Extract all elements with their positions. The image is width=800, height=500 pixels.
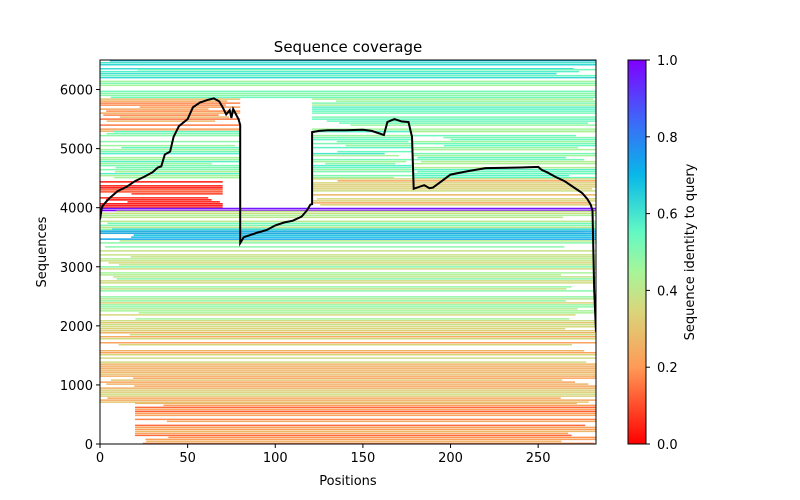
y-tick-label: 2000 xyxy=(60,320,93,335)
x-tick-label: 0 xyxy=(96,451,104,466)
colorbar xyxy=(627,59,647,445)
colorbar-tick-label: 1.0 xyxy=(657,54,678,69)
colorbar-label: Sequence identity to query xyxy=(683,163,698,340)
y-axis-label: Sequences xyxy=(35,216,50,287)
x-tick-label: 150 xyxy=(350,451,375,466)
chart-title: Sequence coverage xyxy=(274,38,422,56)
colorbar-tick-label: 0.8 xyxy=(657,131,678,146)
y-tick-label: 3000 xyxy=(60,261,93,276)
y-tick-label: 6000 xyxy=(60,84,93,99)
y-axis: 0 1000 2000 3000 4000 5000 6000 xyxy=(60,84,100,453)
coverage-heatmap xyxy=(100,60,596,444)
colorbar-tick-label: 0.0 xyxy=(657,438,678,453)
y-tick-label: 1000 xyxy=(60,379,93,394)
x-tick-label: 200 xyxy=(438,451,463,466)
x-axis: 0 50 100 150 200 250 xyxy=(96,444,551,466)
colorbar-tick-label: 0.4 xyxy=(657,284,678,299)
y-tick-label: 4000 xyxy=(60,202,93,217)
x-axis-label: Positions xyxy=(319,474,377,489)
colorbar-tick-label: 0.6 xyxy=(657,208,678,223)
y-tick-label: 0 xyxy=(85,438,93,453)
y-tick-label: 5000 xyxy=(60,143,93,158)
x-tick-label: 100 xyxy=(263,451,288,466)
colorbar-axis: 0.0 0.2 0.4 0.6 0.8 1.0 xyxy=(646,54,678,453)
colorbar-tick-label: 0.2 xyxy=(657,361,678,376)
x-tick-label: 250 xyxy=(526,451,551,466)
plot-frame xyxy=(99,59,597,445)
x-tick-label: 50 xyxy=(179,451,196,466)
coverage-line xyxy=(100,97,596,332)
